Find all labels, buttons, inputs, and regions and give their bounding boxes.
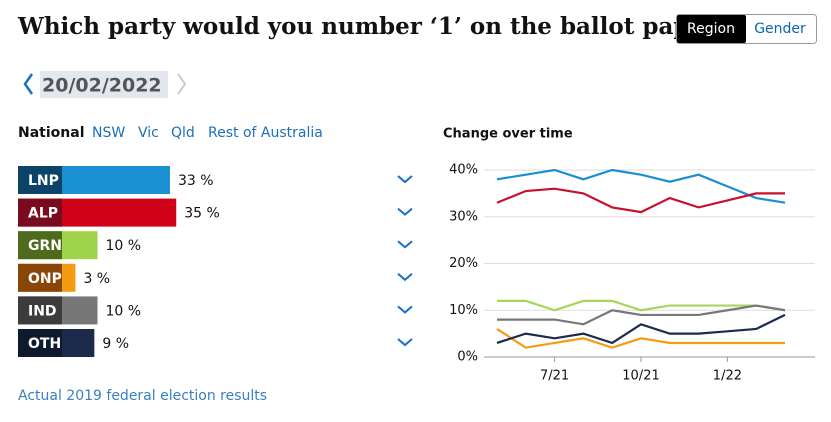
bar-value-label: 3 % bbox=[83, 271, 110, 287]
bar-value-label: 10 % bbox=[106, 238, 142, 254]
bar-value-label: 10 % bbox=[106, 303, 142, 319]
series-line bbox=[496, 168, 786, 204]
bar-value-label: 9 % bbox=[102, 336, 129, 352]
next-date[interactable] bbox=[177, 73, 187, 95]
expand-chevron[interactable] bbox=[397, 240, 413, 249]
toggle-active[interactable] bbox=[677, 15, 746, 43]
date[interactable]: 20/02/2022 bbox=[42, 75, 162, 97]
title: Which party would you number ‘1’ on the … bbox=[17, 13, 730, 40]
bar-category: GRN bbox=[28, 238, 62, 254]
bar-label-box bbox=[18, 263, 62, 292]
y-tick-label: 30% bbox=[449, 209, 478, 224]
x-tick-label: 1/22 bbox=[713, 369, 742, 384]
y-tick-label: 0% bbox=[457, 350, 478, 365]
expand-chevron[interactable] bbox=[397, 338, 413, 347]
footer-link[interactable]: Actual 2019 federal election results bbox=[18, 388, 267, 404]
tab[interactable]: Vic bbox=[138, 125, 159, 141]
tab[interactable]: National bbox=[18, 125, 85, 141]
toggle-region[interactable]: Region bbox=[687, 21, 735, 37]
expand-chevron[interactable] bbox=[397, 207, 413, 216]
x-tick-label: 10/21 bbox=[622, 369, 659, 384]
series-line bbox=[496, 313, 786, 345]
bar-value-label: 33 % bbox=[178, 173, 214, 189]
bar-value-label: 35 % bbox=[184, 206, 220, 222]
tab[interactable]: NSW bbox=[92, 125, 125, 141]
bar-category: LNP bbox=[28, 173, 59, 189]
date-box[interactable] bbox=[40, 71, 168, 98]
bar-label-box bbox=[18, 296, 62, 325]
tab[interactable]: Qld bbox=[171, 125, 195, 141]
y-tick-label: 20% bbox=[449, 256, 478, 271]
prev-date[interactable] bbox=[23, 73, 34, 95]
bar-label-box bbox=[18, 198, 62, 227]
bar-category: ONP bbox=[28, 271, 62, 287]
expand-chevron[interactable] bbox=[397, 175, 413, 184]
tab[interactable]: Rest of Australia bbox=[208, 125, 323, 141]
bar-label-box bbox=[18, 231, 62, 260]
x-tick-label: 7/21 bbox=[540, 369, 569, 384]
y-tick-label: 40% bbox=[449, 163, 478, 178]
expand-chevron[interactable] bbox=[397, 273, 413, 282]
series-line bbox=[496, 328, 785, 349]
bar-label-box bbox=[18, 329, 62, 357]
bar-category: ALP bbox=[28, 206, 58, 222]
series-line bbox=[497, 304, 786, 326]
bar-category: IND bbox=[28, 303, 57, 319]
y-tick-label: 10% bbox=[449, 303, 478, 318]
bar-label-box bbox=[18, 166, 62, 194]
series-line bbox=[497, 299, 786, 312]
toggle-gender[interactable]: Gender bbox=[754, 21, 806, 37]
line-title: Change over time bbox=[443, 127, 573, 142]
expand-chevron[interactable] bbox=[397, 305, 413, 314]
bar-category: OTH bbox=[28, 336, 61, 352]
series-line bbox=[496, 187, 785, 214]
